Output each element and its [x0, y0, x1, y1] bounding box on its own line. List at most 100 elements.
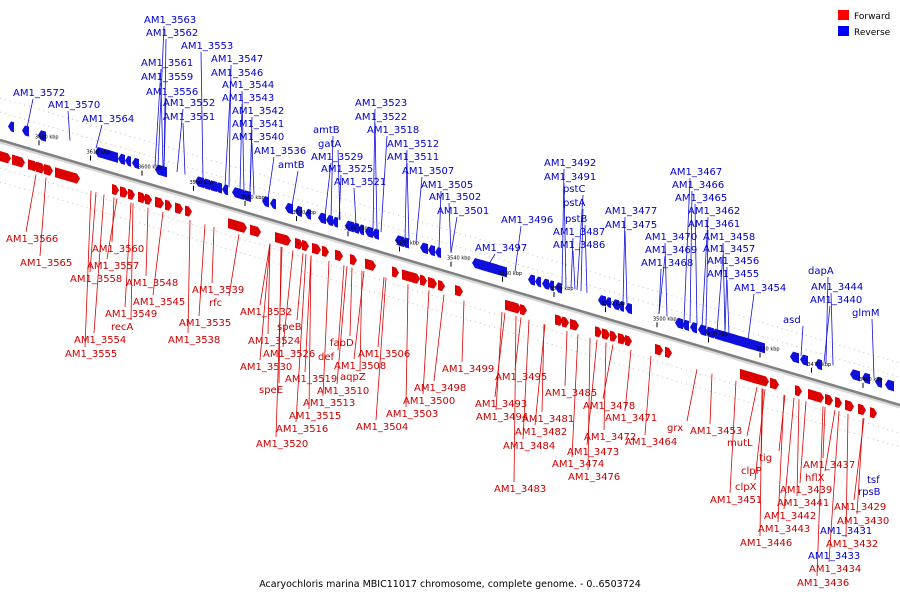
reverse-gene-labels: AM1_3563 AM1_3562 AM1_3553 AM1_3561 AM1_3547… [13, 15, 881, 562]
reverse-gene-label: AM1_3572 [13, 88, 65, 99]
reverse-gene-label: AM1_3470 [645, 232, 697, 243]
reverse-gene [110, 151, 118, 163]
leader-line [495, 311, 503, 411]
reverse-gene-label: AM1_3543 [222, 93, 274, 104]
reverse-gene-label: AM1_3512 [387, 139, 439, 150]
scale-label: 3590 kbp [190, 180, 214, 186]
reverse-gene-label: AM1_3461 [688, 219, 740, 230]
forward-gene-label: speB [277, 322, 302, 333]
leader-line [251, 142, 255, 195]
forward-gene-label: AM1_3554 [74, 335, 126, 346]
forward-gene [512, 301, 521, 314]
forward-gene-label: AM1_3566 [6, 234, 58, 245]
leader-line [336, 266, 348, 385]
reverse-gene-label: AM1_3475 [605, 220, 657, 231]
leader-line [576, 194, 584, 290]
reverse-gene [295, 205, 302, 218]
leader-line [701, 216, 709, 327]
leader-line [845, 413, 849, 538]
reverse-gene [528, 274, 535, 286]
forward-gene [185, 205, 192, 217]
leader-line [176, 108, 184, 173]
leader-line [580, 208, 584, 292]
leader-line [359, 270, 363, 371]
leader-line [422, 290, 430, 395]
forward-gene-label: AM1_3545 [133, 297, 185, 308]
leader-line [830, 292, 834, 366]
forward-gene-label: AM1_3443 [758, 524, 810, 535]
reverse-gene [358, 224, 364, 236]
leader-line [415, 176, 423, 243]
leader-line [130, 203, 134, 321]
leader-line [67, 110, 71, 141]
leader-line [644, 355, 652, 436]
forward-gene-label: AM1_3442 [764, 511, 816, 522]
reverse-gene-label: AM1_3440 [810, 295, 862, 306]
leader-line [249, 129, 253, 194]
reverse-gene [435, 247, 441, 258]
leader-line [39, 177, 47, 257]
scale-label: 3490 kbp [705, 331, 729, 337]
forward-gene-labels: AM1_3566 AM1_3565 AM1_3560 AM1_3557 AM1_3558… [6, 174, 889, 589]
leader-line [375, 277, 387, 421]
reverse-gene [862, 372, 870, 385]
reverse-gene-label: dapA [808, 266, 834, 277]
forward-gene [815, 390, 824, 403]
leader-line [823, 305, 831, 363]
scale-label: 3540 kbp [447, 256, 471, 262]
leader-line [275, 247, 283, 438]
reverse-gene-label: AM1_3552 [163, 98, 215, 109]
leader-line [380, 135, 388, 233]
reverse-gene [345, 220, 354, 233]
forward-gene-label: AM1_3478 [583, 401, 635, 412]
forward-gene-label: AM1_3464 [625, 437, 677, 448]
reverse-gene-label: AM1_3491 [544, 172, 596, 183]
genome-tracks [0, 97, 900, 448]
leader-line [461, 300, 465, 363]
legend: Forward Reverse [838, 10, 891, 38]
reverse-gene [222, 184, 228, 196]
axis-shadow [0, 140, 900, 409]
reverse-gene [738, 336, 765, 354]
leader-line [587, 337, 591, 471]
leader-line [624, 349, 632, 412]
reverse-gene-label: AM1_3486 [553, 240, 605, 251]
leader-line [514, 225, 522, 272]
leader-line [716, 254, 724, 332]
leader-line [584, 224, 588, 293]
reverse-gene [22, 125, 29, 137]
leader-line [572, 250, 576, 290]
reverse-gene [195, 176, 204, 189]
reverse-gene-label: AM1_3507 [402, 166, 454, 177]
scale-label: 3560 kbp [344, 225, 368, 231]
leader-line [330, 135, 334, 218]
leader-line [26, 98, 34, 129]
scale-label: 3580 kbp [241, 195, 265, 201]
leader-line [694, 203, 698, 326]
leader-line [570, 237, 574, 289]
leader-line [152, 211, 164, 296]
reverse-gene-label: AM1_3570 [48, 100, 100, 111]
leader-line [405, 284, 409, 408]
forward-gene-label: clpP [741, 466, 762, 477]
forward-gene [12, 154, 25, 168]
forward-gene [240, 221, 247, 233]
forward-gene-label: AM1_3451 [710, 495, 762, 506]
forward-gene-label: AM1_3508 [334, 361, 386, 372]
leader-line [224, 78, 232, 187]
reverse-gene-label: AM1_3444 [811, 282, 863, 293]
leader-line [433, 294, 445, 382]
reverse-gene-label: AM1_3477 [605, 206, 657, 217]
leader-line [856, 418, 864, 515]
reverse-gene-label: pstA [563, 198, 585, 209]
forward-gene-label: AM1_3474 [552, 459, 604, 470]
reverse-gene [232, 187, 244, 200]
reverse-gene-label: AM1_3556 [146, 87, 198, 98]
leader-line [182, 122, 186, 175]
reverse-gene-label: tsf [867, 475, 880, 486]
reverse-gene [484, 261, 491, 273]
forward-gene [570, 318, 579, 331]
leader-line [25, 174, 37, 233]
reverse-gene-label: amtB [313, 125, 340, 136]
